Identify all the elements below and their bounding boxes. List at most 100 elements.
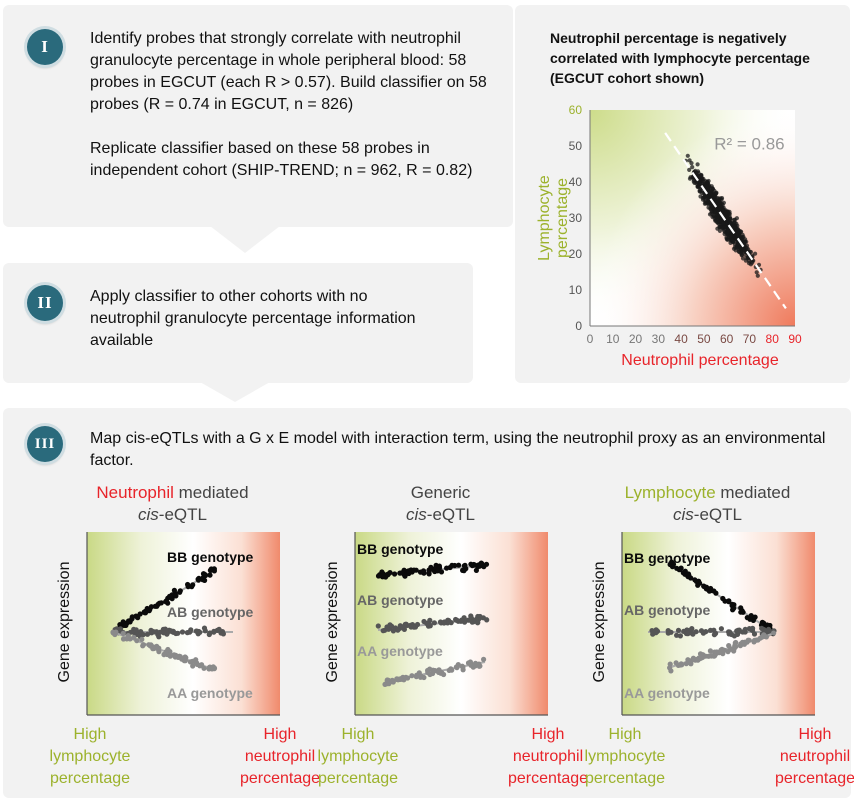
- genotype-point: [744, 615, 750, 621]
- genotype-point: [686, 630, 692, 636]
- genotype-point: [735, 627, 741, 633]
- genotype-point: [405, 675, 411, 681]
- left-label-line: lymphocyte: [584, 748, 666, 765]
- genotype-point: [375, 573, 382, 579]
- mini-chart-ylabel: Gene expression: [324, 561, 341, 683]
- genotype-label-bb: BB genotype: [167, 549, 254, 565]
- genotype-label-ab: AB genotype: [167, 604, 254, 620]
- mini-chart-subtitle-text: -eQTL: [693, 505, 742, 524]
- left-label-line: percentage: [584, 770, 666, 787]
- genotype-point: [414, 672, 420, 678]
- genotype-point: [402, 573, 408, 579]
- genotype-label-aa: AA genotype: [167, 685, 253, 701]
- mini-chart-title-text: Generic: [410, 483, 471, 502]
- scatter-point: [714, 190, 719, 195]
- y-tick-label: 0: [575, 319, 582, 333]
- genotype-series: [648, 625, 777, 639]
- y-tick-label: 20: [569, 247, 583, 261]
- step3-badge: III: [27, 426, 63, 462]
- mini-chart: BB genotype AB genotype AA genotype: [354, 532, 548, 716]
- x-tick-label: 50: [697, 332, 711, 346]
- genotype-point: [133, 627, 139, 633]
- genotype-point: [165, 646, 171, 653]
- step1-replicate-text: Replicate classifier based on these 58 p…: [90, 140, 473, 179]
- genotype-point: [202, 572, 209, 579]
- right-label-line: High: [798, 726, 832, 743]
- genotype-point: [406, 568, 412, 574]
- scatter-point: [689, 161, 694, 166]
- scatter-ylabel: Lymphocyte percentage: [536, 175, 571, 261]
- right-label-line: percentage: [507, 770, 589, 787]
- scatter-point: [695, 169, 701, 174]
- scatter-point: [734, 233, 740, 238]
- genotype-point: [144, 631, 151, 637]
- genotype-point: [171, 587, 177, 593]
- genotype-point: [216, 626, 222, 632]
- scatter-point: [696, 184, 701, 189]
- scatter-point: [732, 220, 737, 225]
- scatter-point: [717, 228, 722, 233]
- left-label-line: High: [608, 726, 642, 743]
- genotype-point: [179, 629, 186, 635]
- scatter-point: [743, 252, 748, 257]
- genotype-point: [461, 568, 467, 574]
- genotype-point: [120, 619, 126, 625]
- scatter-point: [729, 237, 734, 242]
- genotype-point: [435, 568, 441, 574]
- genotype-point: [399, 624, 406, 630]
- scatter-point: [723, 210, 728, 215]
- genotype-point: [711, 588, 717, 594]
- genotype-series: [110, 629, 218, 672]
- scatter-point: [744, 239, 749, 244]
- scatter-point: [698, 173, 704, 178]
- scatter-point: [732, 245, 738, 250]
- mini-chart-subtitle-text: -eQTL: [426, 505, 475, 524]
- scatter-point: [690, 165, 695, 170]
- scatter-point: [698, 189, 703, 194]
- genotype-point: [137, 611, 143, 617]
- genotype-point: [139, 636, 145, 642]
- genotype-point: [448, 666, 454, 672]
- genotype-point: [167, 653, 173, 659]
- right-label-line: High: [263, 726, 297, 743]
- scatter-point: [736, 246, 741, 251]
- right-label-line: percentage: [239, 770, 321, 787]
- y-tick-label: 30: [569, 211, 583, 225]
- fit-line: [664, 132, 787, 310]
- genotype-point: [154, 645, 160, 651]
- genotype-point: [454, 665, 460, 671]
- genotype-point: [117, 626, 124, 632]
- genotype-point: [190, 663, 196, 669]
- genotype-point: [693, 629, 699, 635]
- genotype-point: [392, 571, 398, 577]
- step2-arrow: [200, 382, 270, 402]
- mini-chart-ylabel: Gene expression: [591, 561, 608, 683]
- step2-panel: [3, 263, 473, 383]
- scatter-point: [729, 220, 734, 225]
- genotype-point: [380, 572, 386, 578]
- left-label-line: lymphocyte: [317, 748, 399, 765]
- genotype-point: [697, 651, 704, 657]
- right-label-line: High: [531, 726, 565, 743]
- genotype-point: [187, 629, 193, 635]
- mini-chart-title: Neutrophil mediated cis-eQTL: [60, 482, 285, 526]
- genotype-point: [148, 604, 154, 610]
- genotype-point: [124, 636, 130, 642]
- scatter-point: [728, 234, 733, 239]
- genotype-point: [771, 630, 777, 636]
- genotype-point: [750, 625, 756, 631]
- scatter-point: [687, 167, 692, 172]
- mini-chart-title: Lymphocyte mediated cis-eQTL: [595, 482, 820, 526]
- x-tick-label: 0: [587, 332, 594, 346]
- genotype-point: [751, 631, 758, 637]
- genotype-point: [461, 563, 467, 569]
- step1-badge: I: [27, 29, 63, 65]
- genotype-point: [395, 627, 401, 633]
- genotype-point: [194, 661, 200, 667]
- x-tick-label: 40: [674, 332, 688, 346]
- genotype-point: [668, 668, 674, 674]
- genotype-point: [190, 582, 196, 588]
- x-tick-label: 10: [606, 332, 620, 346]
- genotype-label-aa: AA genotype: [624, 685, 710, 701]
- scatter-point: [701, 178, 706, 183]
